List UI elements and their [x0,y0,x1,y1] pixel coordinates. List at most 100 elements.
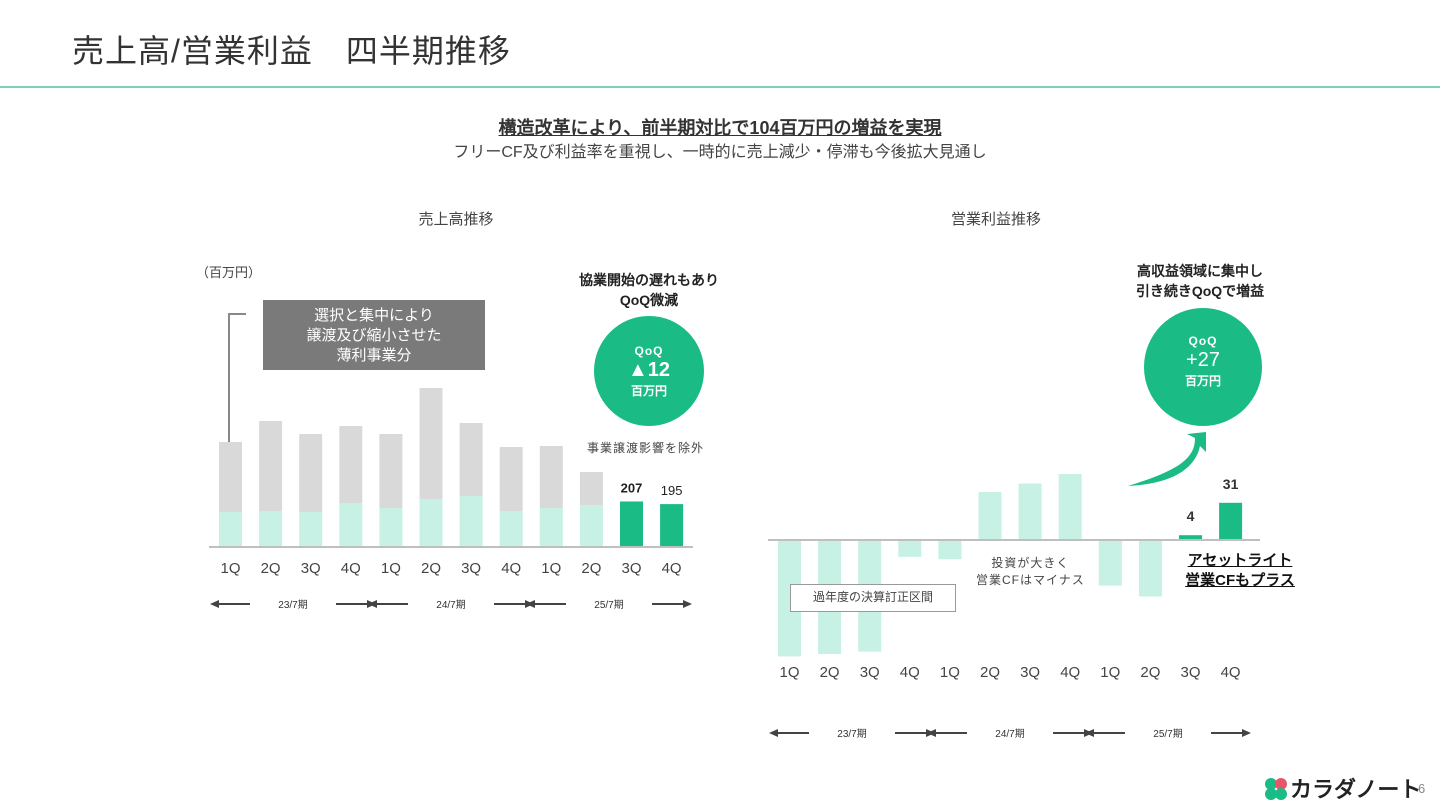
profit-data-label: 4 [1187,508,1195,524]
revenue-x-tick: 4Q [341,560,361,577]
revenue-bar-divested [499,447,523,511]
revenue-bar-divested [379,434,403,508]
arrow-left-icon [526,600,535,608]
profit-bar [978,492,1002,540]
revenue-bar-divested [339,426,363,503]
revenue-bar-base [499,511,523,547]
period-label: 24/7期 [995,728,1024,740]
revenue-x-tick: 1Q [381,560,401,577]
asset-light-line: 営業CFもプラス [1185,572,1295,589]
profit-x-tick: 1Q [779,664,799,681]
revenue-bar-divested [259,421,283,511]
revenue-circle-unit: 百万円 [630,384,667,398]
page-number: 6 [1418,781,1426,796]
revenue-x-tick: 2Q [421,560,441,577]
revenue-bar-divested [539,446,563,508]
period-label: 23/7期 [278,599,307,611]
revenue-x-tick: 3Q [301,560,321,577]
revenue-callout: 協業開始の遅れもあり QoQ微減 [549,270,749,310]
profit-qoq-circle: QoQ +27 百万円 [1144,308,1262,426]
revenue-note-line: 譲渡及び縮小させた [306,327,442,344]
profit-bar [1179,535,1202,540]
profit-bar [938,540,962,560]
profit-invest-note-line: 投資が大きく [991,556,1070,570]
title-divider [0,86,1440,88]
revenue-x-tick: 3Q [461,560,481,577]
headline: 構造改革により、前半期対比で104百万円の増益を実現 [498,118,942,138]
revenue-exclusion-note: 事業譲渡影響を除外 [587,441,705,455]
period-marker: 24/7期 [927,728,1093,740]
profit-chart: 1Q 2Q 3Q 4Q 1Q 2Q 3Q 4Q 1Q 2Q 3Q 4Q 4 31 23/7期 24/7期 25… [768,432,1260,740]
revenue-bar-base [259,511,283,547]
revenue-bar-divested [579,472,603,505]
note-bracket [228,313,246,470]
profit-bar [1058,474,1082,540]
revenue-chart: 1Q 2Q 3Q 4Q 1Q 2Q 3Q 4Q 1Q 2Q 3Q 4Q 207 195 23/7期 24/7… [209,313,693,611]
period-marker: 24/7期 [368,599,534,611]
profit-x-tick: 4Q [1060,664,1080,681]
period-label: 23/7期 [837,728,866,740]
revenue-bar-base [539,508,563,547]
revenue-x-tick: 4Q [662,560,682,577]
revenue-bar-divested [219,442,242,512]
revenue-x-tick: 2Q [581,560,601,577]
revenue-callout-line: QoQ微減 [619,292,679,308]
revenue-bar-base [379,508,403,547]
revenue-x-tick: 2Q [261,560,281,577]
profit-bar [778,540,801,657]
profit-x-tick: 1Q [940,664,960,681]
profit-x-tick: 1Q [1100,664,1120,681]
asset-light-line: アセットライト [1187,552,1293,569]
unit-label: （百万円） [196,265,262,280]
revenue-data-label: 195 [661,483,683,498]
period-marker: 25/7期 [1085,728,1251,740]
revenue-circle-label: QoQ [634,344,664,358]
profit-x-tick: 3Q [1180,664,1200,681]
arrow-left-icon [927,729,936,737]
revenue-bar-base [660,504,684,547]
profit-x-tick: 2Q [1140,664,1160,681]
profit-callout-line: 高収益領域に集中し [1137,263,1263,279]
revenue-bar-divested [299,434,323,512]
profit-bar [1018,483,1042,540]
profit-callout: 高収益領域に集中し 引き続きQoQで増益 [1100,261,1300,301]
revenue-x-tick: 1Q [220,560,240,577]
subheadline: フリーCF及び利益率を重視し、一時的に売上減少・停滞も今後拡大見通し [453,144,987,161]
revenue-bar-base [419,499,443,547]
profit-chart-title: 営業利益推移 [950,211,1041,228]
arrow-left-icon [769,729,778,737]
profit-bar [1219,502,1243,540]
profit-x-tick: 2Q [980,664,1000,681]
revenue-note-line: 選択と集中により [314,307,434,324]
period-label: 25/7期 [1153,728,1182,740]
arrow-right-icon [1242,729,1251,737]
revenue-callout-line: 協業開始の遅れもあり [579,272,719,288]
revenue-circle-value: ▲12 [627,359,671,381]
period-label: 24/7期 [436,599,465,611]
revenue-bar-base [339,503,363,547]
growth-arrow-icon [1128,432,1206,486]
brand-logo: カラダノート [1290,777,1422,802]
profit-data-label: 31 [1223,476,1239,492]
revenue-data-label: 207 [621,480,643,495]
revenue-bar-divested [459,423,483,496]
period-label: 25/7期 [594,599,623,611]
profit-circle-label: QoQ [1188,334,1218,348]
revenue-bar-base [299,512,323,547]
arrow-left-icon [368,600,377,608]
profit-bar [1138,540,1162,597]
arrow-left-icon [1085,729,1094,737]
profit-bar [1098,540,1122,586]
revenue-bar-base [459,496,483,547]
profit-invest-note: 投資が大きく 営業CFはマイナス [976,555,1085,589]
asset-light-callout: アセットライト 営業CFもプラス [1170,551,1310,591]
revenue-qoq-circle: QoQ ▲12 百万円 [594,316,704,426]
arrow-right-icon [683,600,692,608]
revenue-x-tick: 4Q [501,560,521,577]
page-title: 売上高/営業利益 四半期推移 [72,33,511,69]
revenue-bar-base [579,505,603,547]
profit-x-tick: 2Q [820,664,840,681]
profit-bar [898,540,922,557]
revenue-bar-base [219,512,242,547]
revenue-chart-title: 売上高推移 [418,211,494,228]
